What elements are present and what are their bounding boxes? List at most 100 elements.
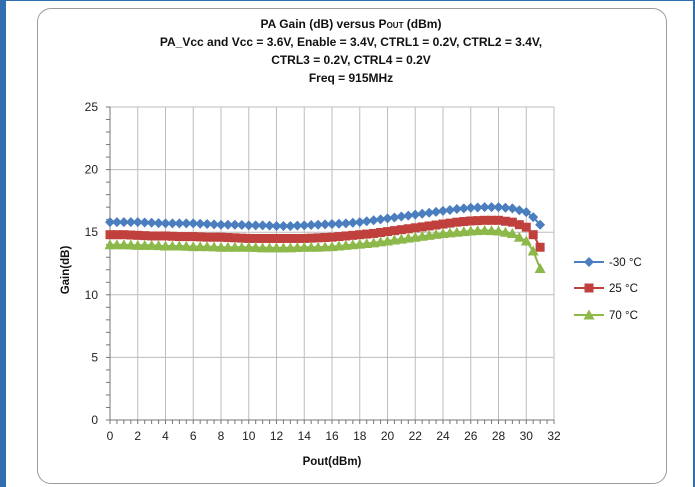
data-point: [132, 239, 144, 250]
data-point: [209, 232, 219, 242]
legend-marker: [584, 257, 594, 267]
data-point: [410, 223, 420, 233]
legend-marker: [583, 309, 595, 320]
data-point: [243, 220, 254, 231]
data-point: [486, 202, 497, 213]
data-point: [376, 228, 386, 238]
data-point: [369, 228, 379, 238]
data-point: [223, 233, 233, 243]
data-point: [133, 230, 143, 240]
data-point: [161, 231, 170, 241]
y-tick-label: 20: [85, 163, 99, 177]
data-point: [417, 208, 428, 219]
data-point: [174, 218, 185, 229]
x-tick-label: 2: [134, 429, 141, 443]
data-point: [105, 217, 115, 228]
data-point: [229, 241, 241, 252]
data-point: [305, 241, 317, 252]
data-point: [396, 225, 406, 235]
data-point: [306, 233, 316, 243]
data-point: [473, 216, 483, 226]
data-point: [202, 232, 212, 242]
x-tick-label: 28: [492, 429, 506, 443]
data-point: [521, 207, 532, 218]
data-point: [167, 231, 177, 241]
data-point: [209, 219, 220, 230]
title-line-2: PA_Vcc and Vcc = 3.6V, Enable = 3.4V, CT…: [160, 35, 542, 49]
x-tick-label: 24: [436, 429, 450, 443]
data-point: [236, 241, 248, 252]
data-point: [494, 215, 503, 225]
data-point: [333, 218, 344, 229]
data-point: [383, 227, 392, 237]
legend-marker: [584, 283, 594, 293]
data-point: [104, 239, 116, 250]
data-point: [500, 216, 510, 226]
data-point: [528, 230, 538, 240]
data-point: [487, 215, 497, 225]
data-point: [472, 202, 483, 213]
data-point: [298, 241, 310, 252]
data-point: [118, 217, 129, 228]
data-point: [154, 231, 164, 241]
data-point: [445, 218, 455, 228]
data-point: [230, 233, 240, 243]
data-point: [500, 202, 511, 213]
data-point: [167, 218, 178, 229]
data-point: [194, 241, 206, 252]
data-point: [499, 226, 511, 237]
data-point: [243, 241, 255, 252]
data-point: [195, 218, 206, 229]
data-point: [452, 217, 462, 227]
x-tick-label: 30: [520, 429, 534, 443]
data-point: [285, 233, 295, 243]
data-point: [111, 239, 123, 250]
data-point: [340, 218, 351, 229]
data-point: [313, 233, 323, 243]
data-point: [424, 207, 435, 218]
data-point: [257, 220, 268, 231]
legend: -30 °C 25 °C 70 °C: [574, 257, 642, 322]
data-point: [216, 232, 226, 242]
data-point: [278, 233, 288, 243]
y-tick-label: 10: [85, 288, 99, 302]
data-point: [265, 233, 275, 243]
data-point: [146, 217, 157, 228]
data-point: [250, 242, 262, 253]
axes: [106, 106, 555, 424]
data-point: [118, 239, 130, 250]
data-point: [153, 240, 165, 251]
data-point: [361, 216, 372, 227]
data-point: [410, 209, 421, 220]
data-point: [160, 218, 171, 229]
data-point: [299, 233, 309, 243]
chart-title: PA Gain (dB) versus POUT (dBm) PA_Vcc an…: [160, 17, 542, 85]
x-tick-label: 22: [409, 429, 423, 443]
data-point: [306, 220, 317, 231]
data-point: [466, 216, 476, 226]
data-point: [459, 217, 469, 227]
data-point: [139, 239, 151, 250]
data-point: [257, 242, 269, 253]
legend-label: 70 °C: [609, 310, 638, 322]
data-point: [119, 230, 129, 240]
data-point: [403, 210, 414, 221]
x-tick-label: 20: [381, 429, 395, 443]
data-point: [514, 205, 525, 216]
data-point: [181, 218, 192, 229]
data-point: [444, 204, 455, 215]
data-point: [147, 231, 157, 241]
y-tick-label: 25: [85, 100, 99, 114]
data-point: [535, 219, 546, 230]
data-point: [327, 219, 337, 230]
data-point: [278, 220, 289, 231]
data-point: [313, 219, 324, 230]
data-point: [354, 217, 365, 228]
data-point: [264, 220, 275, 231]
legend-label: 25 °C: [609, 283, 638, 295]
data-point: [438, 205, 448, 216]
y-tick-label: 5: [91, 350, 98, 364]
data-point: [327, 232, 337, 242]
gridlines: [110, 106, 555, 420]
